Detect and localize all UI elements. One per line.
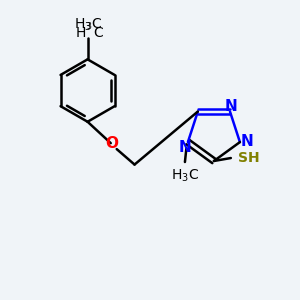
Text: SH: SH xyxy=(238,151,260,165)
Text: N: N xyxy=(240,134,253,149)
Text: N: N xyxy=(178,140,191,155)
Text: H: H xyxy=(76,26,86,40)
Text: $_3$: $_3$ xyxy=(86,20,92,33)
Text: C: C xyxy=(93,26,103,40)
Text: O: O xyxy=(105,136,118,151)
Text: N: N xyxy=(225,99,238,114)
Text: H$_3$C: H$_3$C xyxy=(74,16,102,33)
Text: H$_3$C: H$_3$C xyxy=(171,167,199,184)
